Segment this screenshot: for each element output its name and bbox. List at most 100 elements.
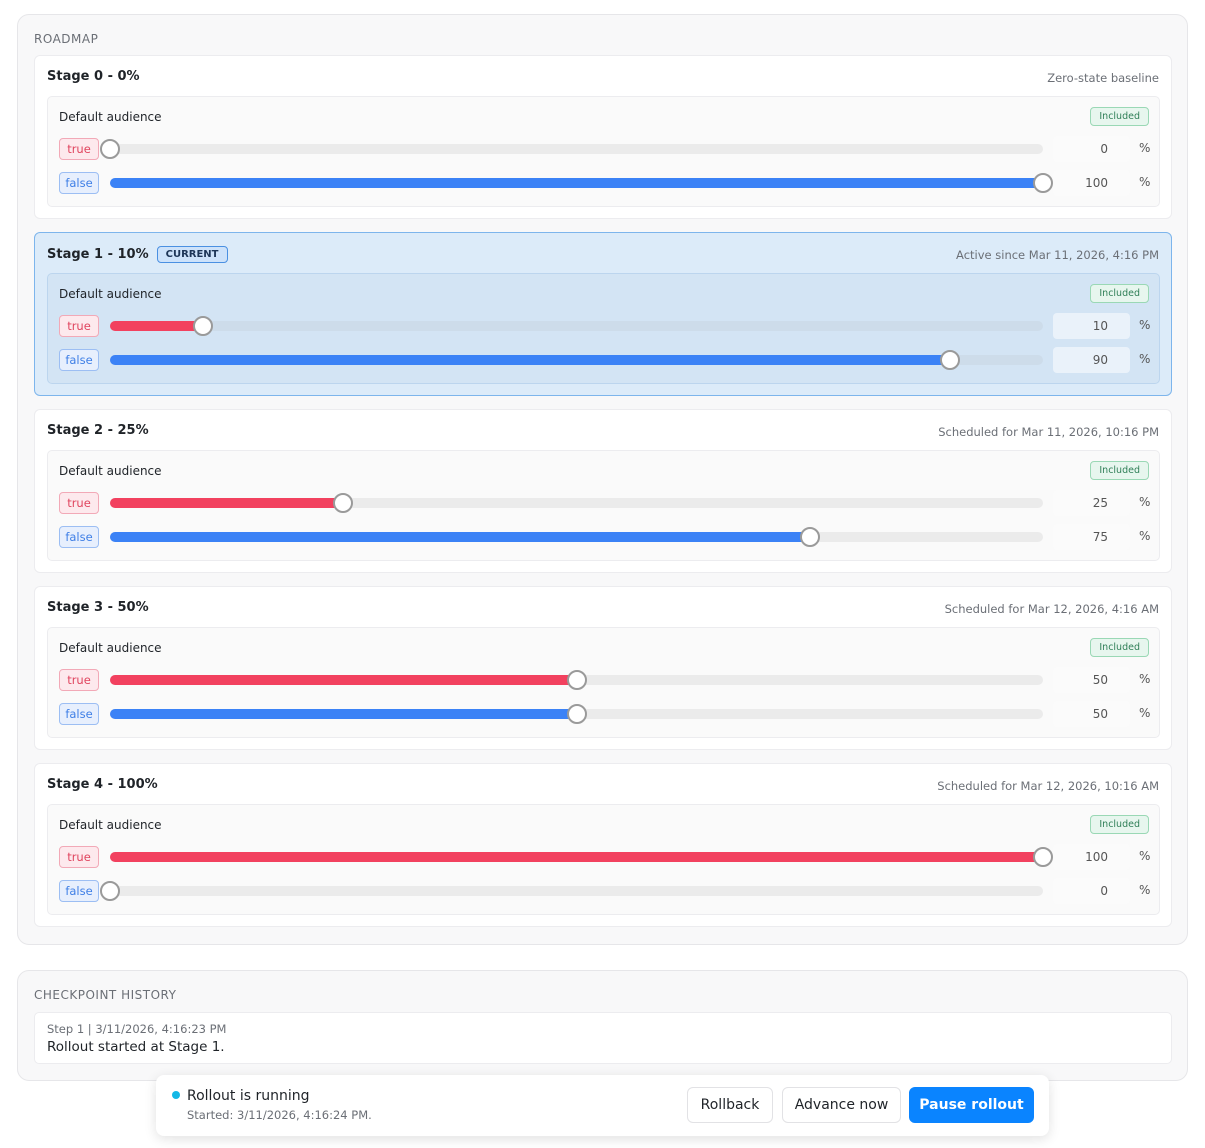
stage-meta: Scheduled for Mar 12, 2026, 10:16 AM: [937, 779, 1159, 793]
stage-title: Stage 2 - 25%: [47, 423, 149, 438]
audience-name: Default audience: [59, 110, 162, 124]
audience-box: Default audience Included true 10% false 90%: [47, 273, 1160, 384]
percent-unit: %: [1139, 175, 1151, 189]
percent-unit: %: [1139, 883, 1151, 897]
percent-unit: %: [1139, 529, 1151, 543]
slider-track: [110, 847, 1053, 867]
status-dot: [172, 1091, 180, 1099]
checkpoint-panel: CHECKPOINT HISTORY Step 1 | 3/11/2026, 4…: [17, 970, 1188, 1081]
slider-track: [100, 139, 1043, 159]
variant-tag: true: [59, 315, 99, 337]
variant-tag: false: [59, 349, 99, 371]
percent-input[interactable]: 0: [1053, 136, 1130, 162]
percent-unit: %: [1139, 318, 1151, 332]
slider-track: [110, 173, 1053, 193]
stage-card: Stage 1 - 10% CURRENT Active since Mar 11,…: [34, 232, 1172, 396]
percent-input[interactable]: 10: [1053, 313, 1130, 339]
slider-track: [110, 527, 1043, 547]
percent-unit: %: [1139, 141, 1151, 155]
slider-track: [110, 316, 1043, 336]
variant-tag: true: [59, 846, 99, 868]
current-badge: CURRENT: [156, 246, 228, 263]
slider-fill: [110, 532, 810, 542]
percent-unit: %: [1139, 352, 1151, 366]
included-badge: Included: [1090, 815, 1149, 834]
slider-thumb[interactable]: [1033, 173, 1053, 193]
slider-fill: [110, 178, 1043, 188]
percent-input[interactable]: 50: [1053, 667, 1130, 693]
stage-card: Stage 4 - 100% Scheduled for Mar 12, 2026…: [34, 763, 1172, 927]
slider-thumb[interactable]: [100, 881, 120, 901]
slider-thumb[interactable]: [333, 493, 354, 513]
stage-name: Stage 4 - 100%: [47, 777, 158, 792]
included-badge: Included: [1090, 107, 1149, 126]
status-started: Started: 3/11/2026, 4:16:24 PM.: [187, 1108, 372, 1122]
percent-input[interactable]: 90: [1053, 347, 1130, 373]
variant-tag: false: [59, 526, 99, 548]
audience-name: Default audience: [59, 287, 162, 301]
stage-meta: Scheduled for Mar 11, 2026, 10:16 PM: [938, 425, 1159, 439]
percent-unit: %: [1139, 706, 1151, 720]
included-badge: Included: [1090, 284, 1149, 303]
slider-thumb[interactable]: [799, 527, 820, 547]
stage-name: Stage 0 - 0%: [47, 69, 140, 84]
status-bar: Rollout is running Started: 3/11/2026, 4…: [156, 1075, 1049, 1136]
percent-input[interactable]: 100: [1053, 170, 1130, 196]
variant-tag: false: [59, 880, 99, 902]
percent-input[interactable]: 75: [1053, 524, 1130, 550]
included-badge: Included: [1090, 461, 1149, 480]
slider-thumb[interactable]: [193, 316, 214, 336]
percent-input[interactable]: 25: [1053, 490, 1130, 516]
percent-unit: %: [1139, 672, 1151, 686]
slider-track: [110, 493, 1043, 513]
entry-meta: Step 1 | 3/11/2026, 4:16:23 PM: [47, 1022, 227, 1036]
slider-fill: [110, 675, 577, 685]
percent-input[interactable]: 100: [1053, 844, 1130, 870]
stage-card: Stage 3 - 50% Scheduled for Mar 12, 2026,…: [34, 586, 1172, 750]
percent-unit: %: [1139, 849, 1151, 863]
stage-name: Stage 2 - 25%: [47, 423, 149, 438]
rollback-button[interactable]: Rollback: [687, 1087, 773, 1123]
section-title: ROADMAP: [34, 32, 99, 46]
audience-box: Default audience Included true 50% false 50%: [47, 627, 1160, 738]
checkpoint-entry: Step 1 | 3/11/2026, 4:16:23 PM Rollout s…: [34, 1012, 1172, 1064]
stage-meta: Scheduled for Mar 12, 2026, 4:16 AM: [944, 602, 1159, 616]
audience-name: Default audience: [59, 818, 162, 832]
stage-title: Stage 1 - 10%: [47, 247, 149, 262]
slider-fill: [110, 321, 204, 331]
audience-box: Default audience Included true 25% false 75%: [47, 450, 1160, 561]
entry-text: Rollout started at Stage 1.: [47, 1039, 225, 1055]
slider-thumb[interactable]: [1033, 847, 1053, 867]
variant-tag: true: [59, 669, 99, 691]
slider-fill: [110, 498, 344, 508]
audience-box: Default audience Included true 100% false 0%: [47, 804, 1160, 915]
audience-name: Default audience: [59, 464, 162, 478]
slider-track: [110, 350, 1043, 370]
stage-title: Stage 0 - 0%: [47, 69, 140, 84]
slider-thumb[interactable]: [566, 670, 587, 690]
slider-track: [110, 670, 1043, 690]
slider-track: [110, 704, 1043, 724]
slider-track: [100, 881, 1043, 901]
stage-name: Stage 3 - 50%: [47, 600, 149, 615]
stage-meta: Zero-state baseline: [1047, 71, 1159, 85]
stage-card: Stage 2 - 25% Scheduled for Mar 11, 2026,…: [34, 409, 1172, 573]
included-badge: Included: [1090, 638, 1149, 657]
slider-fill: [110, 709, 577, 719]
percent-input[interactable]: 50: [1053, 701, 1130, 727]
percent-input[interactable]: 0: [1053, 878, 1130, 904]
slider-thumb[interactable]: [566, 704, 587, 724]
variant-tag: true: [59, 492, 99, 514]
slider-thumb[interactable]: [939, 350, 960, 370]
stage-title: Stage 4 - 100%: [47, 777, 158, 792]
advance-button[interactable]: Advance now: [782, 1087, 901, 1123]
variant-tag: false: [59, 703, 99, 725]
slider-fill: [110, 355, 950, 365]
pause-button[interactable]: Pause rollout: [909, 1087, 1034, 1123]
slider-thumb[interactable]: [100, 139, 120, 159]
slider-fill: [110, 852, 1043, 862]
stage-title: Stage 3 - 50%: [47, 600, 149, 615]
percent-unit: %: [1139, 495, 1151, 509]
status-text: Rollout is running: [187, 1088, 310, 1104]
audience-name: Default audience: [59, 641, 162, 655]
